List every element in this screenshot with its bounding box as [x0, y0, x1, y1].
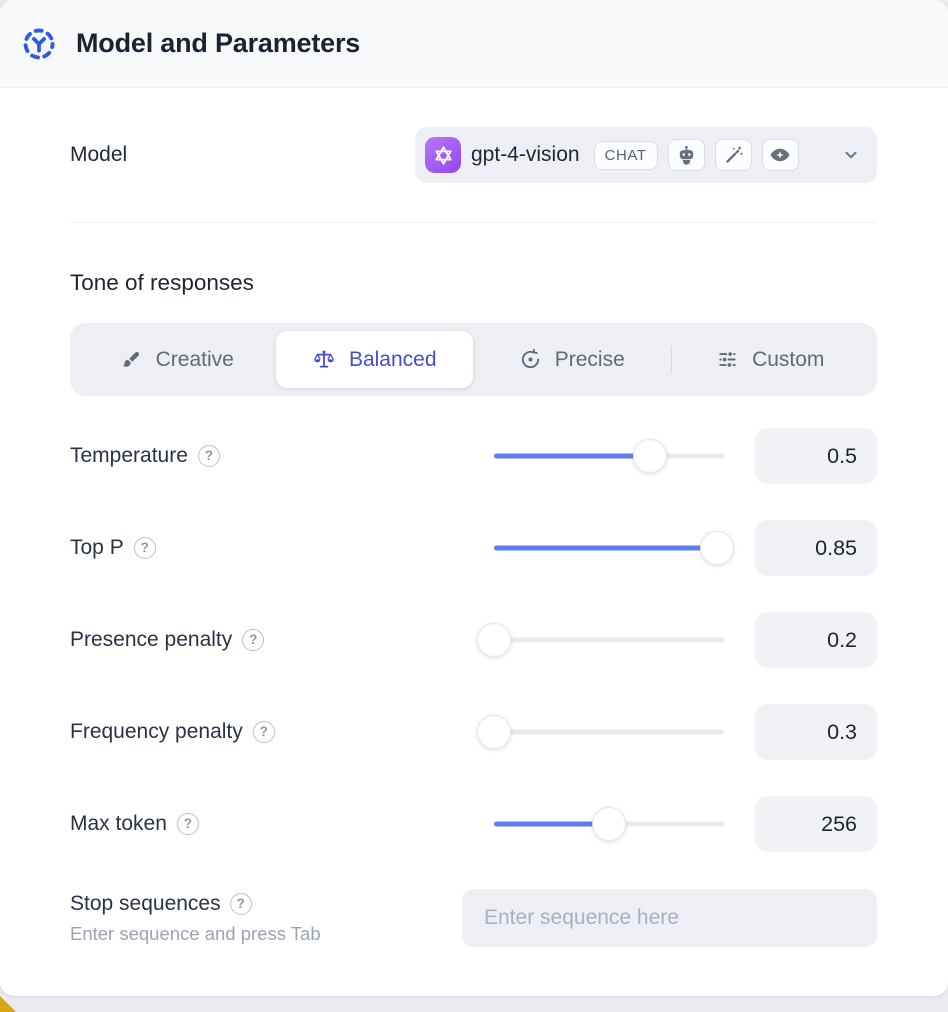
stop-sequences-label: Stop sequences [70, 891, 221, 915]
help-icon[interactable]: ? [252, 721, 275, 743]
tone-option-label: Balanced [348, 347, 437, 371]
tone-option-label: Custom [752, 347, 825, 371]
tone-option-custom[interactable]: Custom [672, 331, 870, 388]
tone-option-creative[interactable]: Creative [78, 331, 276, 388]
slider-handle[interactable] [477, 623, 511, 657]
slider-fill [494, 453, 651, 459]
model-name: gpt-4-vision [471, 143, 580, 166]
model-label: Model [70, 143, 128, 166]
slider-track [494, 637, 724, 643]
slider-handle[interactable] [592, 807, 626, 841]
page-title: Model and Parameters [76, 28, 361, 58]
stop-sequence-input[interactable] [462, 889, 877, 947]
max-token-slider[interactable] [494, 807, 724, 841]
tone-option-balanced[interactable]: Balanced [275, 331, 473, 388]
help-icon[interactable]: ? [242, 629, 265, 651]
tone-option-precise[interactable]: Precise [473, 331, 671, 388]
max-token-value[interactable]: 256 [755, 796, 877, 852]
slider-fill [494, 821, 609, 827]
panel-header: Model and Parameters [0, 0, 948, 88]
openai-logo-icon [425, 137, 461, 173]
help-icon[interactable]: ? [197, 445, 220, 467]
help-icon[interactable]: ? [176, 813, 199, 835]
top-p-row: Top P ? 0.85 [70, 520, 877, 576]
max-token-row: Max token ? 256 [70, 796, 877, 852]
balance-scale-icon [314, 350, 334, 367]
tone-segmented-control: Creative Balanced [70, 323, 877, 396]
target-icon [521, 348, 539, 369]
presence-penalty-row: Presence penalty ? 0.2 [70, 612, 877, 668]
sliders-icon [719, 350, 736, 369]
tone-heading: Tone of responses [70, 270, 254, 295]
slider-fill [494, 545, 718, 551]
model-type-badge: CHAT [593, 140, 658, 170]
ai-scope-icon [23, 28, 55, 59]
slider-handle[interactable] [700, 531, 735, 565]
help-icon[interactable]: ? [229, 892, 252, 915]
slider-handle[interactable] [633, 439, 668, 473]
tone-option-label: Precise [554, 347, 625, 371]
magic-wand-icon [714, 139, 752, 171]
temperature-value[interactable]: 0.5 [755, 428, 877, 484]
top-p-label: Top P [70, 536, 124, 559]
stop-sequences-hint: Enter sequence and press Tab [70, 922, 321, 944]
frequency-penalty-slider[interactable] [477, 715, 724, 749]
robot-icon [667, 139, 705, 171]
temperature-label: Temperature [70, 444, 188, 467]
tone-option-label: Creative [155, 347, 234, 371]
presence-penalty-value[interactable]: 0.2 [755, 612, 877, 668]
frequency-penalty-label: Frequency penalty [70, 720, 243, 743]
max-token-label: Max token [70, 812, 167, 835]
temperature-slider[interactable] [494, 439, 724, 473]
slider-track [494, 729, 724, 735]
top-p-slider[interactable] [494, 531, 735, 565]
presence-penalty-label: Presence penalty [70, 628, 233, 651]
segment-divider [670, 346, 672, 373]
chevron-down-icon[interactable] [840, 144, 862, 166]
slider-handle[interactable] [477, 715, 511, 749]
model-select[interactable]: gpt-4-vision CHAT [415, 127, 877, 183]
frequency-penalty-row: Frequency penalty ? 0.3 [70, 704, 877, 760]
top-p-value[interactable]: 0.85 [755, 520, 877, 576]
help-icon[interactable]: ? [133, 537, 156, 559]
vision-eye-icon [761, 139, 799, 171]
section-divider [70, 222, 877, 223]
paintbrush-icon [122, 351, 139, 367]
model-row: Model gpt-4-vision CHAT [70, 127, 877, 183]
presence-penalty-slider[interactable] [477, 623, 724, 657]
temperature-row: Temperature ? 0.5 [70, 428, 877, 484]
stop-sequences-row: Stop sequences ? Enter sequence and pres… [70, 889, 877, 947]
frequency-penalty-value[interactable]: 0.3 [755, 704, 877, 760]
